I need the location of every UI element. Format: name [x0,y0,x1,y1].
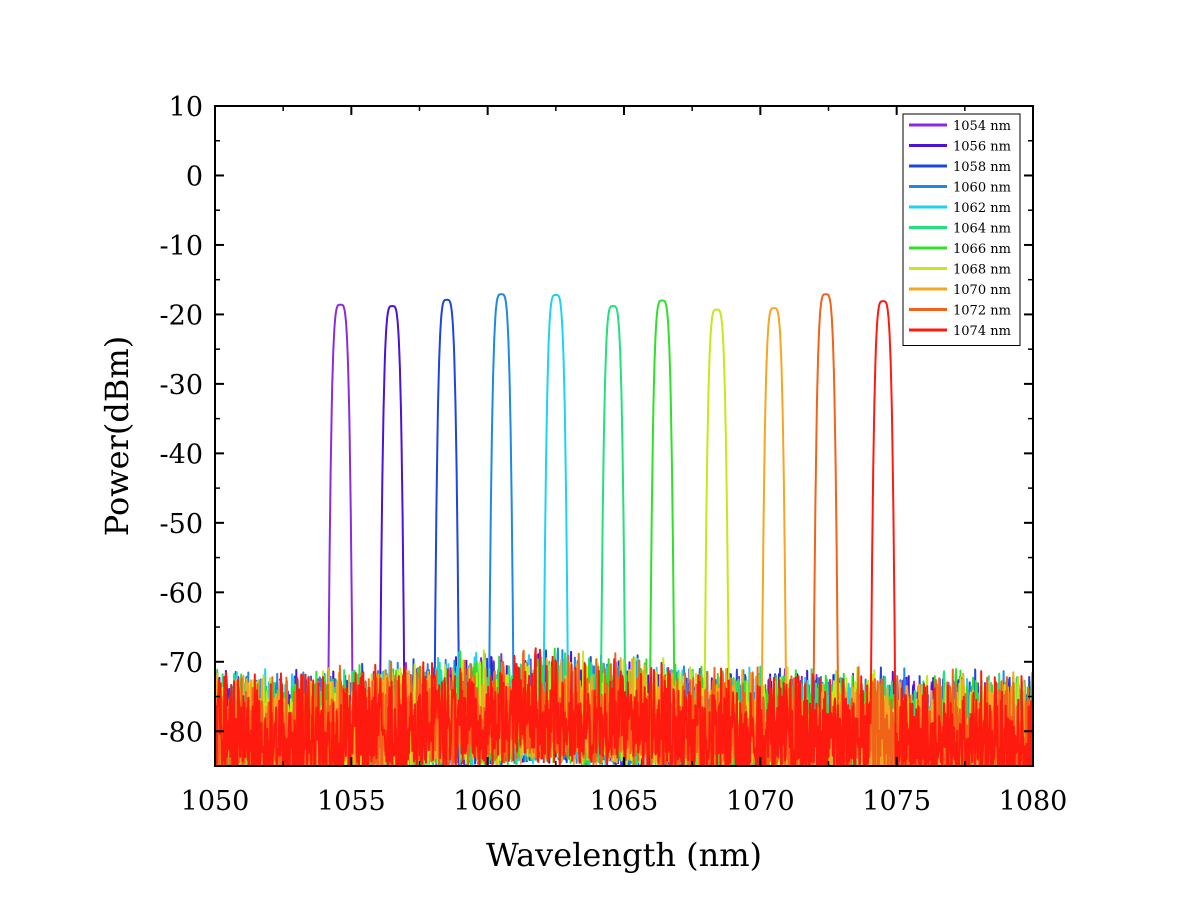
y-tick-label: 0 [186,161,203,192]
y-tick-label: -10 [160,231,203,262]
y-tick-label: -20 [160,300,203,331]
legend-label: 1070 nm [953,283,1011,298]
legend-label: 1064 nm [953,222,1011,237]
legend-label: 1074 nm [953,324,1011,339]
y-tick-label: -40 [160,439,203,470]
y-tick-label: -30 [160,370,203,401]
legend: 1054 nm 1056 nm 1058 nm 1060 nm 1062 nm 1064 … [902,113,1021,346]
y-tick-label: -60 [160,578,203,609]
plot-area [215,293,1033,766]
legend-label: 1072 nm [953,304,1011,319]
legend-label: 1062 nm [953,201,1011,216]
legend-label: 1066 nm [953,242,1011,257]
x-axis-title: Wavelength (nm) [486,836,762,874]
axes-layer: 1050 1055 1060 1065 1070 1075 1080 10 0 -10 -20 -30… [160,92,1068,817]
y-tick-label: 10 [169,92,203,123]
x-tick-label: 1055 [317,786,386,817]
y-tick-label: -70 [160,648,203,679]
legend-label: 1068 nm [953,263,1011,278]
legend-label: 1056 nm [953,140,1011,155]
x-tick-label: 1065 [590,786,659,817]
legend-label: 1058 nm [953,160,1011,175]
legend-label: 1060 nm [953,181,1011,196]
x-tick-label: 1075 [862,786,931,817]
x-tick-label: 1070 [726,786,795,817]
series-line-1074-nm [215,300,1033,766]
x-tick-label: 1080 [999,786,1068,817]
y-tick-label: -80 [160,717,203,748]
legend-label: 1054 nm [953,119,1011,134]
legend-box [902,113,1021,346]
x-tick-label: 1050 [181,786,250,817]
y-tick-label: -50 [160,509,203,540]
x-tick-label: 1060 [453,786,522,817]
y-axis-title: Power(dBm) [98,336,136,536]
